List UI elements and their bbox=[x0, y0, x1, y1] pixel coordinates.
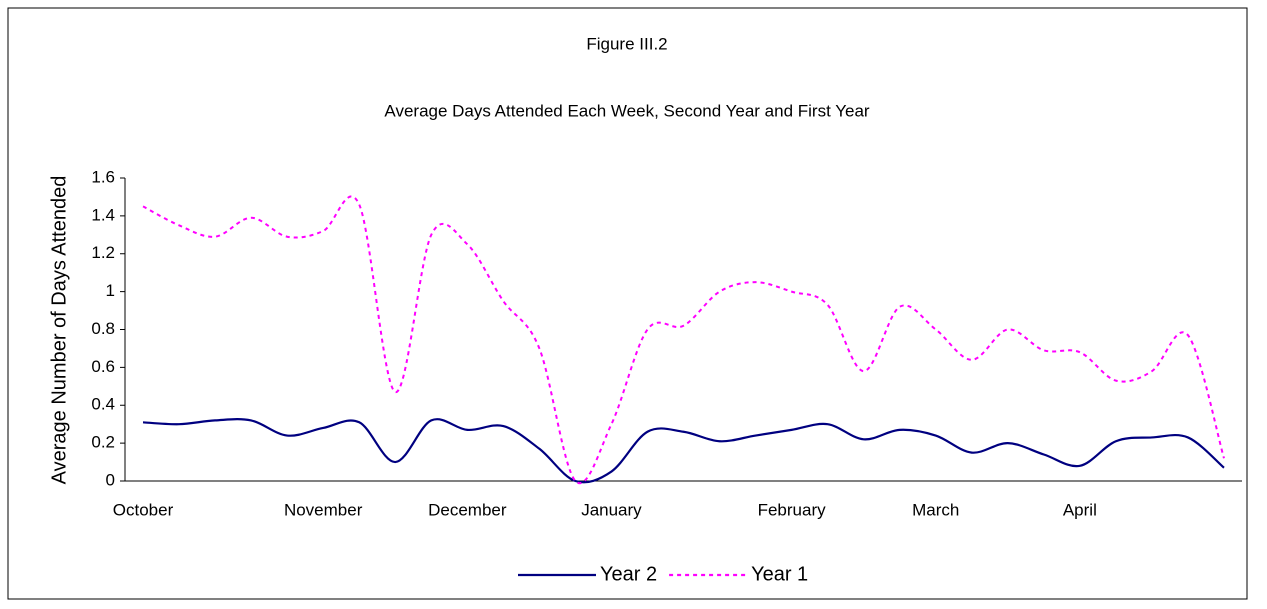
legend-label: Year 2 bbox=[600, 563, 657, 585]
y-tick-label: 0 bbox=[106, 470, 115, 489]
x-tick-label: October bbox=[113, 500, 174, 519]
x-tick-label: February bbox=[758, 500, 827, 519]
data-line bbox=[142, 195, 1225, 485]
y-tick-label: 1.6 bbox=[91, 167, 115, 186]
x-tick-label: December bbox=[428, 500, 507, 519]
x-tick-label: November bbox=[284, 500, 363, 519]
y-tick-label: 0.8 bbox=[91, 319, 115, 338]
x-tick-label: March bbox=[912, 500, 959, 519]
y-tick-label: 1 bbox=[106, 281, 115, 300]
y-tick-label: 1.4 bbox=[91, 205, 115, 224]
x-tick-label: January bbox=[581, 500, 642, 519]
chart-title: Figure III.2 bbox=[586, 34, 667, 53]
chart-subtitle: Average Days Attended Each Week, Second … bbox=[384, 101, 869, 120]
y-axis-label: Average Number of Days Attended bbox=[48, 176, 70, 485]
y-tick-label: 0.6 bbox=[91, 357, 115, 376]
data-line bbox=[142, 418, 1225, 484]
y-tick-label: 1.2 bbox=[91, 243, 115, 262]
y-tick-label: 0.2 bbox=[91, 433, 115, 452]
chart-frame bbox=[7, 7, 1248, 600]
legend-label: Year 1 bbox=[751, 563, 808, 585]
y-tick-label: 0.4 bbox=[91, 395, 115, 414]
x-tick-label: April bbox=[1063, 500, 1097, 519]
